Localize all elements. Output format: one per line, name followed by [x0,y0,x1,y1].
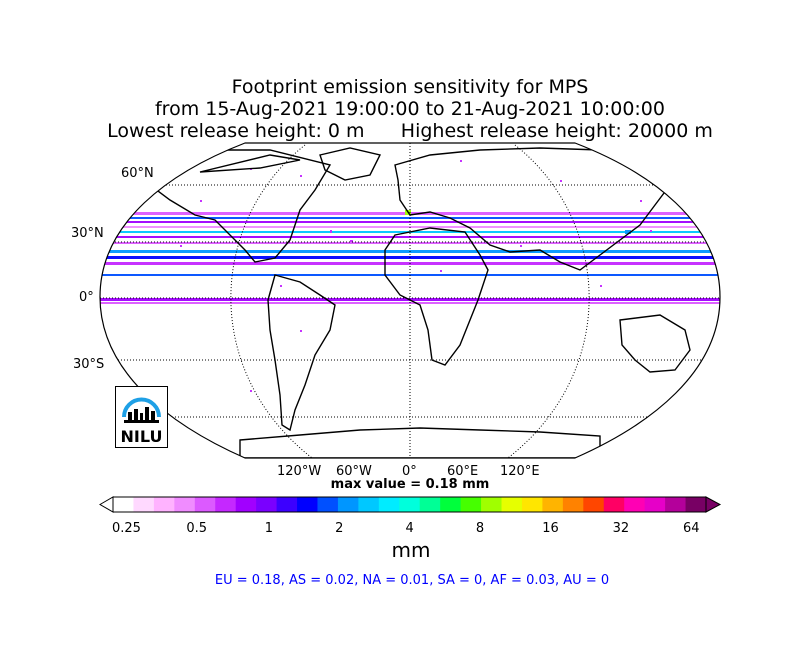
colorbar-tick-label: 0.5 [186,521,208,536]
colorbar-swatch [256,497,278,512]
colorbar-tick-label: 16 [542,521,559,536]
lon-label-120w: 120°W [277,464,322,479]
colorbar-unit: mm [391,538,431,562]
colorbar-swatch [665,497,687,512]
colorbar [98,496,722,513]
colorbar-swatch [133,497,155,512]
colorbar-tick-label: 8 [475,521,485,536]
colorbar-swatch [603,497,625,512]
colorbar-tick-label: 32 [612,521,630,536]
colorbar-swatch [419,497,441,512]
map-border [99,142,721,459]
title-line-2: from 15-Aug-2021 19:00:00 to 21-Aug-2021… [154,98,665,120]
colorbar-tick-label: 4 [405,521,414,536]
colorbar-extend-high [705,496,722,513]
colorbar-swatch [644,497,666,512]
colorbar-swatch [460,497,482,512]
colorbar-swatch [542,497,564,512]
colorbar-swatch [276,497,298,512]
lon-label-60e: 60°E [447,464,479,479]
colorbar-border [112,496,707,513]
colorbar-swatch [337,497,359,512]
colorbar-swatch [501,497,523,512]
colorbar-swatch [624,497,646,512]
colorbar-swatch [481,497,503,512]
colorbar-tick-label: 2 [335,521,344,536]
colorbar-tick-label: 1 [264,521,274,536]
colorbar-swatch [440,497,462,512]
max-value-label: max value = 0.18 mm [330,477,490,492]
colorbar-swatch [685,497,707,512]
lat-label-0: 0° [79,290,94,305]
colorbar-swatch [378,497,400,512]
colorbar-swatch [562,497,584,512]
title-line-3: Lowest release height: 0 m Highest relea… [107,120,713,142]
lat-label-30n: 30°N [71,226,104,241]
nilu-logo-text: NILU [120,427,163,446]
colorbar-swatch [583,497,605,512]
nilu-logo-icon [122,397,161,423]
colorbar-tick-label: 0.25 [112,521,141,536]
coastlines [139,147,691,458]
colorbar-tick-label: 64 [683,521,700,536]
colorbar-swatch [317,497,339,512]
map-area [100,143,720,458]
colorbar-swatch [399,497,421,512]
lat-label-30s: 30°S [73,357,105,372]
nilu-logo: NILU [115,386,168,448]
regional-sums: EU = 0.18, AS = 0.02, NA = 0.01, SA = 0,… [214,573,610,588]
lon-label-0: 0° [402,464,417,479]
title-line-1: Footprint emission sensitivity for MPS [231,76,589,98]
colorbar-swatch [215,497,237,512]
colorbar-swatch [521,497,543,512]
colorbar-extend-low [98,496,114,513]
colorbar-swatch [358,497,380,512]
lat-label-60n: 60°N [121,166,154,181]
colorbar-swatch [113,497,134,512]
colorbar-swatch [297,497,318,512]
colorbar-swatch [153,497,175,512]
lon-label-120e: 120°E [500,464,540,479]
lon-label-60w: 60°W [336,464,372,479]
graticule [100,143,720,458]
colorbar-swatch [174,497,196,512]
colorbar-swatch [235,497,257,512]
colorbar-swatch [194,497,216,512]
